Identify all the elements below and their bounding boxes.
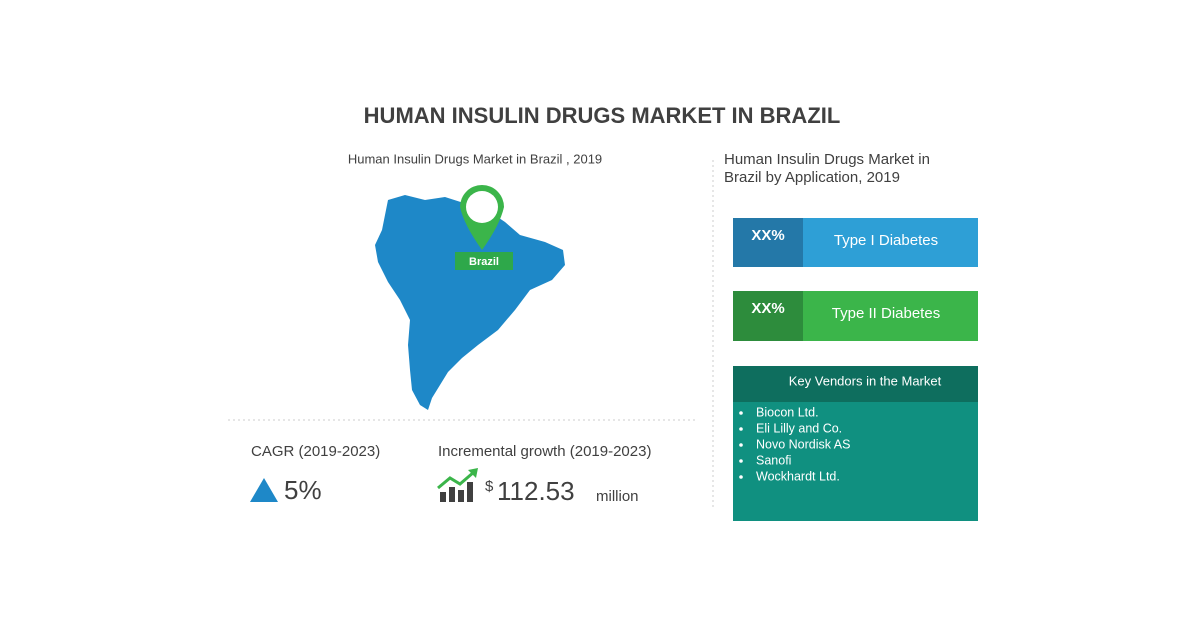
growth-value: 112.53 (497, 476, 575, 506)
vendors-title: Key Vendors in the Market (789, 373, 942, 388)
bullet (739, 475, 743, 479)
bullet (739, 411, 743, 415)
growth-currency: $ (485, 478, 494, 495)
title: HUMAN INSULIN DRUGS MARKET IN BRAZIL (364, 103, 841, 128)
map-label-box (455, 252, 513, 270)
vendor-name: Wockhardt Ltd. (756, 469, 840, 483)
bullet (739, 459, 743, 463)
vendor-name: Biocon Ltd. (756, 405, 819, 419)
map-label: Brazil (469, 256, 499, 268)
cagr-icon (250, 478, 278, 502)
growth-unit: million (596, 488, 639, 505)
bullet (739, 443, 743, 447)
map-pin-center (466, 191, 498, 223)
vendor-name: Eli Lilly and Co. (756, 421, 842, 435)
application-share: XX% (751, 300, 784, 317)
bullet (739, 427, 743, 431)
application-heading: Human Insulin Drugs Market in (724, 151, 930, 168)
south-america-map (375, 195, 565, 410)
growth-label: Incremental growth (2019-2023) (438, 443, 651, 460)
application-share: XX% (751, 227, 784, 244)
application-name: Type II Diabetes (832, 305, 940, 322)
growth-icon (437, 468, 478, 502)
map-caption: Human Insulin Drugs Market in Brazil , 2… (348, 151, 602, 166)
cagr-value: 5% (284, 475, 322, 505)
vendor-name: Novo Nordisk AS (756, 437, 850, 451)
application-share-box (733, 218, 803, 267)
vendor-list: Biocon Ltd. Eli Lilly and Co. Novo Nordisk… (739, 405, 850, 483)
application-name: Type I Diabetes (834, 232, 938, 249)
application-heading: Brazil by Application, 2019 (724, 169, 900, 186)
vendors-header (733, 366, 978, 402)
cagr-label: CAGR (2019-2023) (251, 443, 380, 460)
vendor-name: Sanofi (756, 453, 791, 467)
application-share-box (733, 291, 803, 341)
